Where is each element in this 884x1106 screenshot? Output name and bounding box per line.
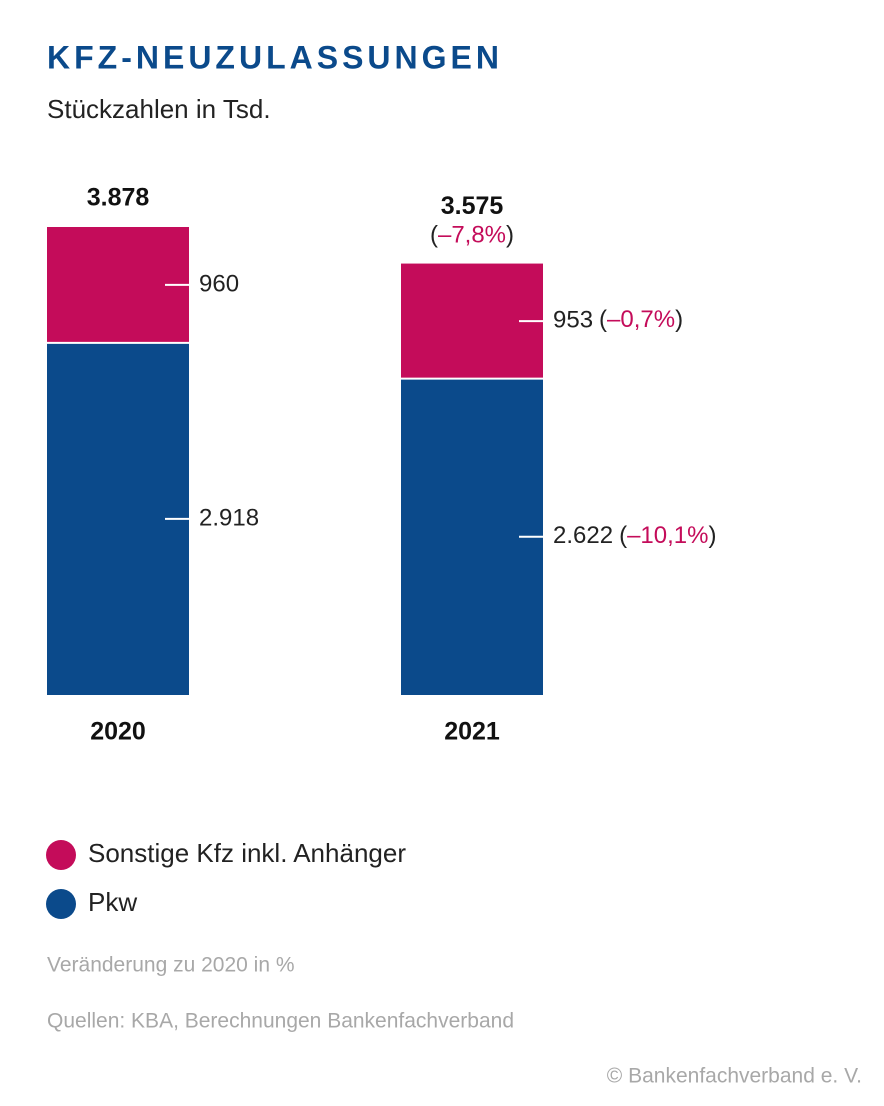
- change-label-part: (: [599, 306, 607, 333]
- x-tick-label: 2020: [90, 718, 146, 746]
- value-label: 2.918: [199, 504, 259, 531]
- total-change-label-part: –7,8%: [438, 222, 506, 249]
- copyright: © Bankenfachverband e. V.: [607, 1065, 862, 1088]
- chart-subtitle: Stückzahlen in Tsd.: [47, 94, 271, 124]
- legend-swatch: [46, 889, 76, 919]
- legend-label: Pkw: [88, 887, 137, 917]
- total-change-label-part: (: [430, 222, 438, 249]
- value-label: 2.622: [553, 522, 613, 549]
- change-label-part: (: [619, 522, 627, 549]
- change-label: (–0,7%): [599, 306, 683, 333]
- total-change-label: (–7,8%): [430, 222, 514, 249]
- change-label-part: –10,1%: [627, 522, 708, 549]
- change-label-part: –0,7%: [607, 306, 675, 333]
- value-label: 960: [199, 270, 239, 297]
- legend-swatch: [46, 840, 76, 870]
- note: Veränderung zu 2020 in %: [47, 954, 295, 977]
- value-label: 953: [553, 306, 593, 333]
- chart-title: KFZ-NEUZULASSUNGEN: [47, 39, 503, 75]
- total-label: 3.575: [441, 192, 504, 220]
- change-label-part: ): [675, 306, 683, 333]
- source: Quellen: KBA, Berechnungen Bankenfachver…: [47, 1010, 514, 1033]
- total-label: 3.878: [87, 184, 150, 212]
- total-change-label-part: ): [506, 222, 514, 249]
- x-tick-label: 2021: [444, 718, 500, 746]
- change-label: (–10,1%): [619, 522, 716, 549]
- legend-label: Sonstige Kfz inkl. Anhänger: [88, 838, 406, 868]
- change-label-part: ): [708, 522, 716, 549]
